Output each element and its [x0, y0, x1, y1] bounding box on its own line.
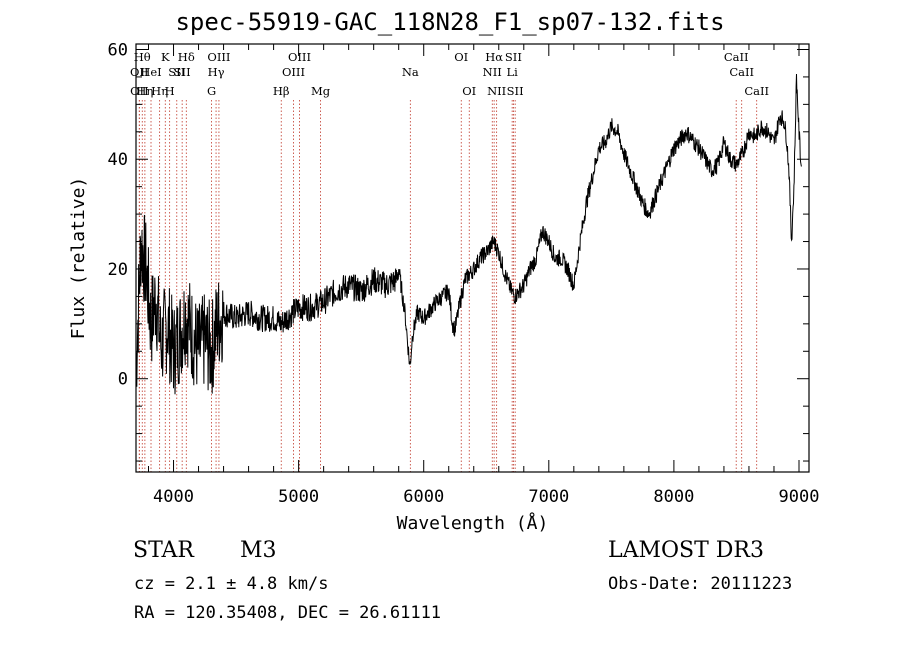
ra-dec: RA = 120.35408, DEC = 26.61111 — [134, 603, 442, 623]
cz-value: cz = 2.1 ± 4.8 km/s — [134, 574, 329, 594]
line-marker-label: K — [161, 50, 170, 64]
chart-title: spec-55919-GAC_118N28_F1_sp07-132.fits — [175, 8, 725, 36]
y-tick-label: 20 — [108, 260, 128, 280]
survey-name: LAMOST DR3 — [608, 538, 764, 563]
line-marker-label: NII — [487, 84, 506, 98]
line-marker-label: Hβ — [273, 84, 290, 98]
axis-labels: 4000 5000 6000 7000 8000 9000 0 20 40 60 Wavelengt… — [68, 40, 819, 534]
line-markers: OIIOIIHθHηHeIHηKHSIIHδSIIGHγOIIIHβOIIIOI… — [130, 50, 769, 472]
x-tick-label: 8000 — [653, 487, 694, 507]
x-tick-label: 6000 — [403, 487, 444, 507]
line-marker-label: HeI — [140, 65, 161, 79]
star-class: STAR — [133, 538, 194, 563]
x-tick-label: 9000 — [779, 487, 820, 507]
line-marker-label: H — [165, 84, 175, 98]
line-marker-label: CaII — [729, 65, 754, 79]
star-subclass: M3 — [240, 538, 277, 563]
line-marker-label: CaII — [744, 84, 769, 98]
series-group — [135, 73, 802, 395]
line-marker-label: Li — [506, 65, 518, 79]
line-marker-label: SII — [168, 65, 185, 79]
line-marker-label: Mg — [311, 84, 331, 98]
line-marker-label: SII — [505, 50, 522, 64]
x-axis-label: Wavelength (Å) — [397, 512, 549, 534]
x-tick-label: 5000 — [278, 487, 319, 507]
line-marker-label: SII — [507, 84, 524, 98]
line-marker-label: Na — [402, 65, 419, 79]
line-marker-label: G — [207, 84, 216, 98]
line-marker-label: OII — [130, 84, 149, 98]
x-tick-label: 7000 — [528, 487, 569, 507]
line-marker-label: Hη — [136, 84, 153, 98]
obs-date: Obs-Date: 20111223 — [608, 574, 793, 594]
line-marker-label: SII — [174, 65, 191, 79]
line-marker-label: OI — [454, 50, 468, 64]
spectrum-line — [135, 73, 802, 395]
line-marker-label: OI — [462, 84, 476, 98]
plot-frame — [135, 43, 810, 473]
line-marker-label: CaII — [724, 50, 749, 64]
line-marker-label: OIII — [282, 65, 305, 79]
line-marker-label: Hα — [485, 50, 503, 64]
y-tick-label: 60 — [108, 40, 128, 60]
line-marker-label: Hη — [151, 84, 168, 98]
line-marker-label: OII — [130, 65, 149, 79]
line-marker-label: Hδ — [178, 50, 195, 64]
line-marker-label: Hθ — [134, 50, 151, 64]
line-marker-label: NII — [483, 65, 502, 79]
x-tick-label: 4000 — [153, 487, 194, 507]
line-marker-label: OIII — [288, 50, 311, 64]
y-tick-label: 0 — [118, 370, 128, 390]
line-marker-label: Hγ — [208, 65, 225, 79]
y-tick-label: 40 — [108, 150, 128, 170]
axes — [136, 44, 809, 472]
y-axis-label: Flux (relative) — [68, 177, 89, 340]
line-marker-label: OIII — [207, 50, 230, 64]
